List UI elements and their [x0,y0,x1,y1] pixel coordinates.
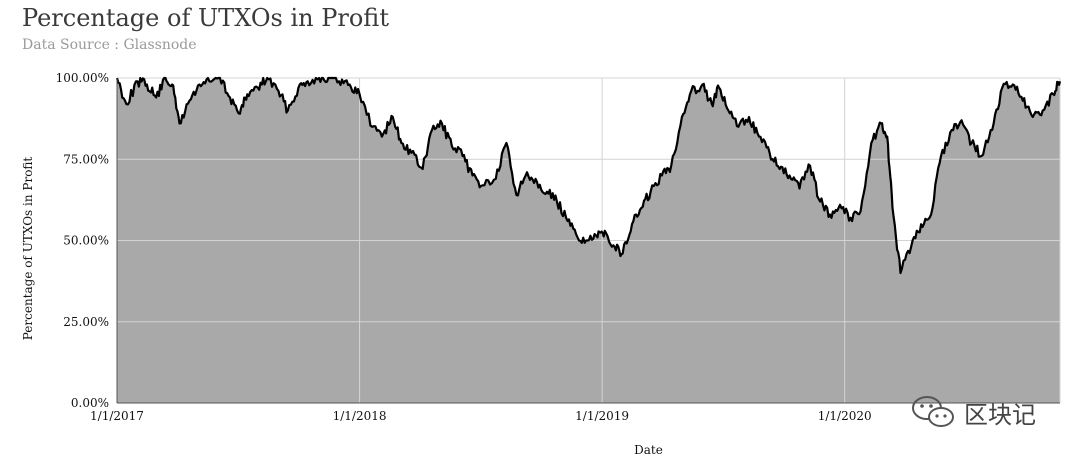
x-tick-label: 1/1/2019 [575,409,629,423]
wechat-icon [912,396,954,427]
y-tick-label: 100.00% [56,71,109,85]
chart-subtitle: Data Source : Glassnode [22,37,197,53]
x-tick-label: 1/1/2018 [333,409,387,423]
y-tick-label: 75.00% [63,152,109,166]
tick-labels: 0.00% 25.00% 50.00% 75.00% 100.00% 1/1/2017 1/… [56,71,872,423]
y-tick-label: 25.00% [63,315,109,329]
y-axis-label: Percentage of UTXOs in Profit [21,157,35,341]
chart-title: Percentage of UTXOs in Profit [22,4,389,32]
axes [116,78,1060,404]
watermark-text: 区块记 [964,400,1036,429]
x-axis-label: Date [634,443,663,457]
x-tick-label: 1/1/2017 [90,409,144,423]
x-tick-label: 1/1/2020 [818,409,872,423]
series-line [115,76,1062,275]
y-tick-label: 50.00% [63,234,109,248]
watermark: 区块记 [908,392,1036,432]
y-tick-label: 0.00% [71,396,109,410]
